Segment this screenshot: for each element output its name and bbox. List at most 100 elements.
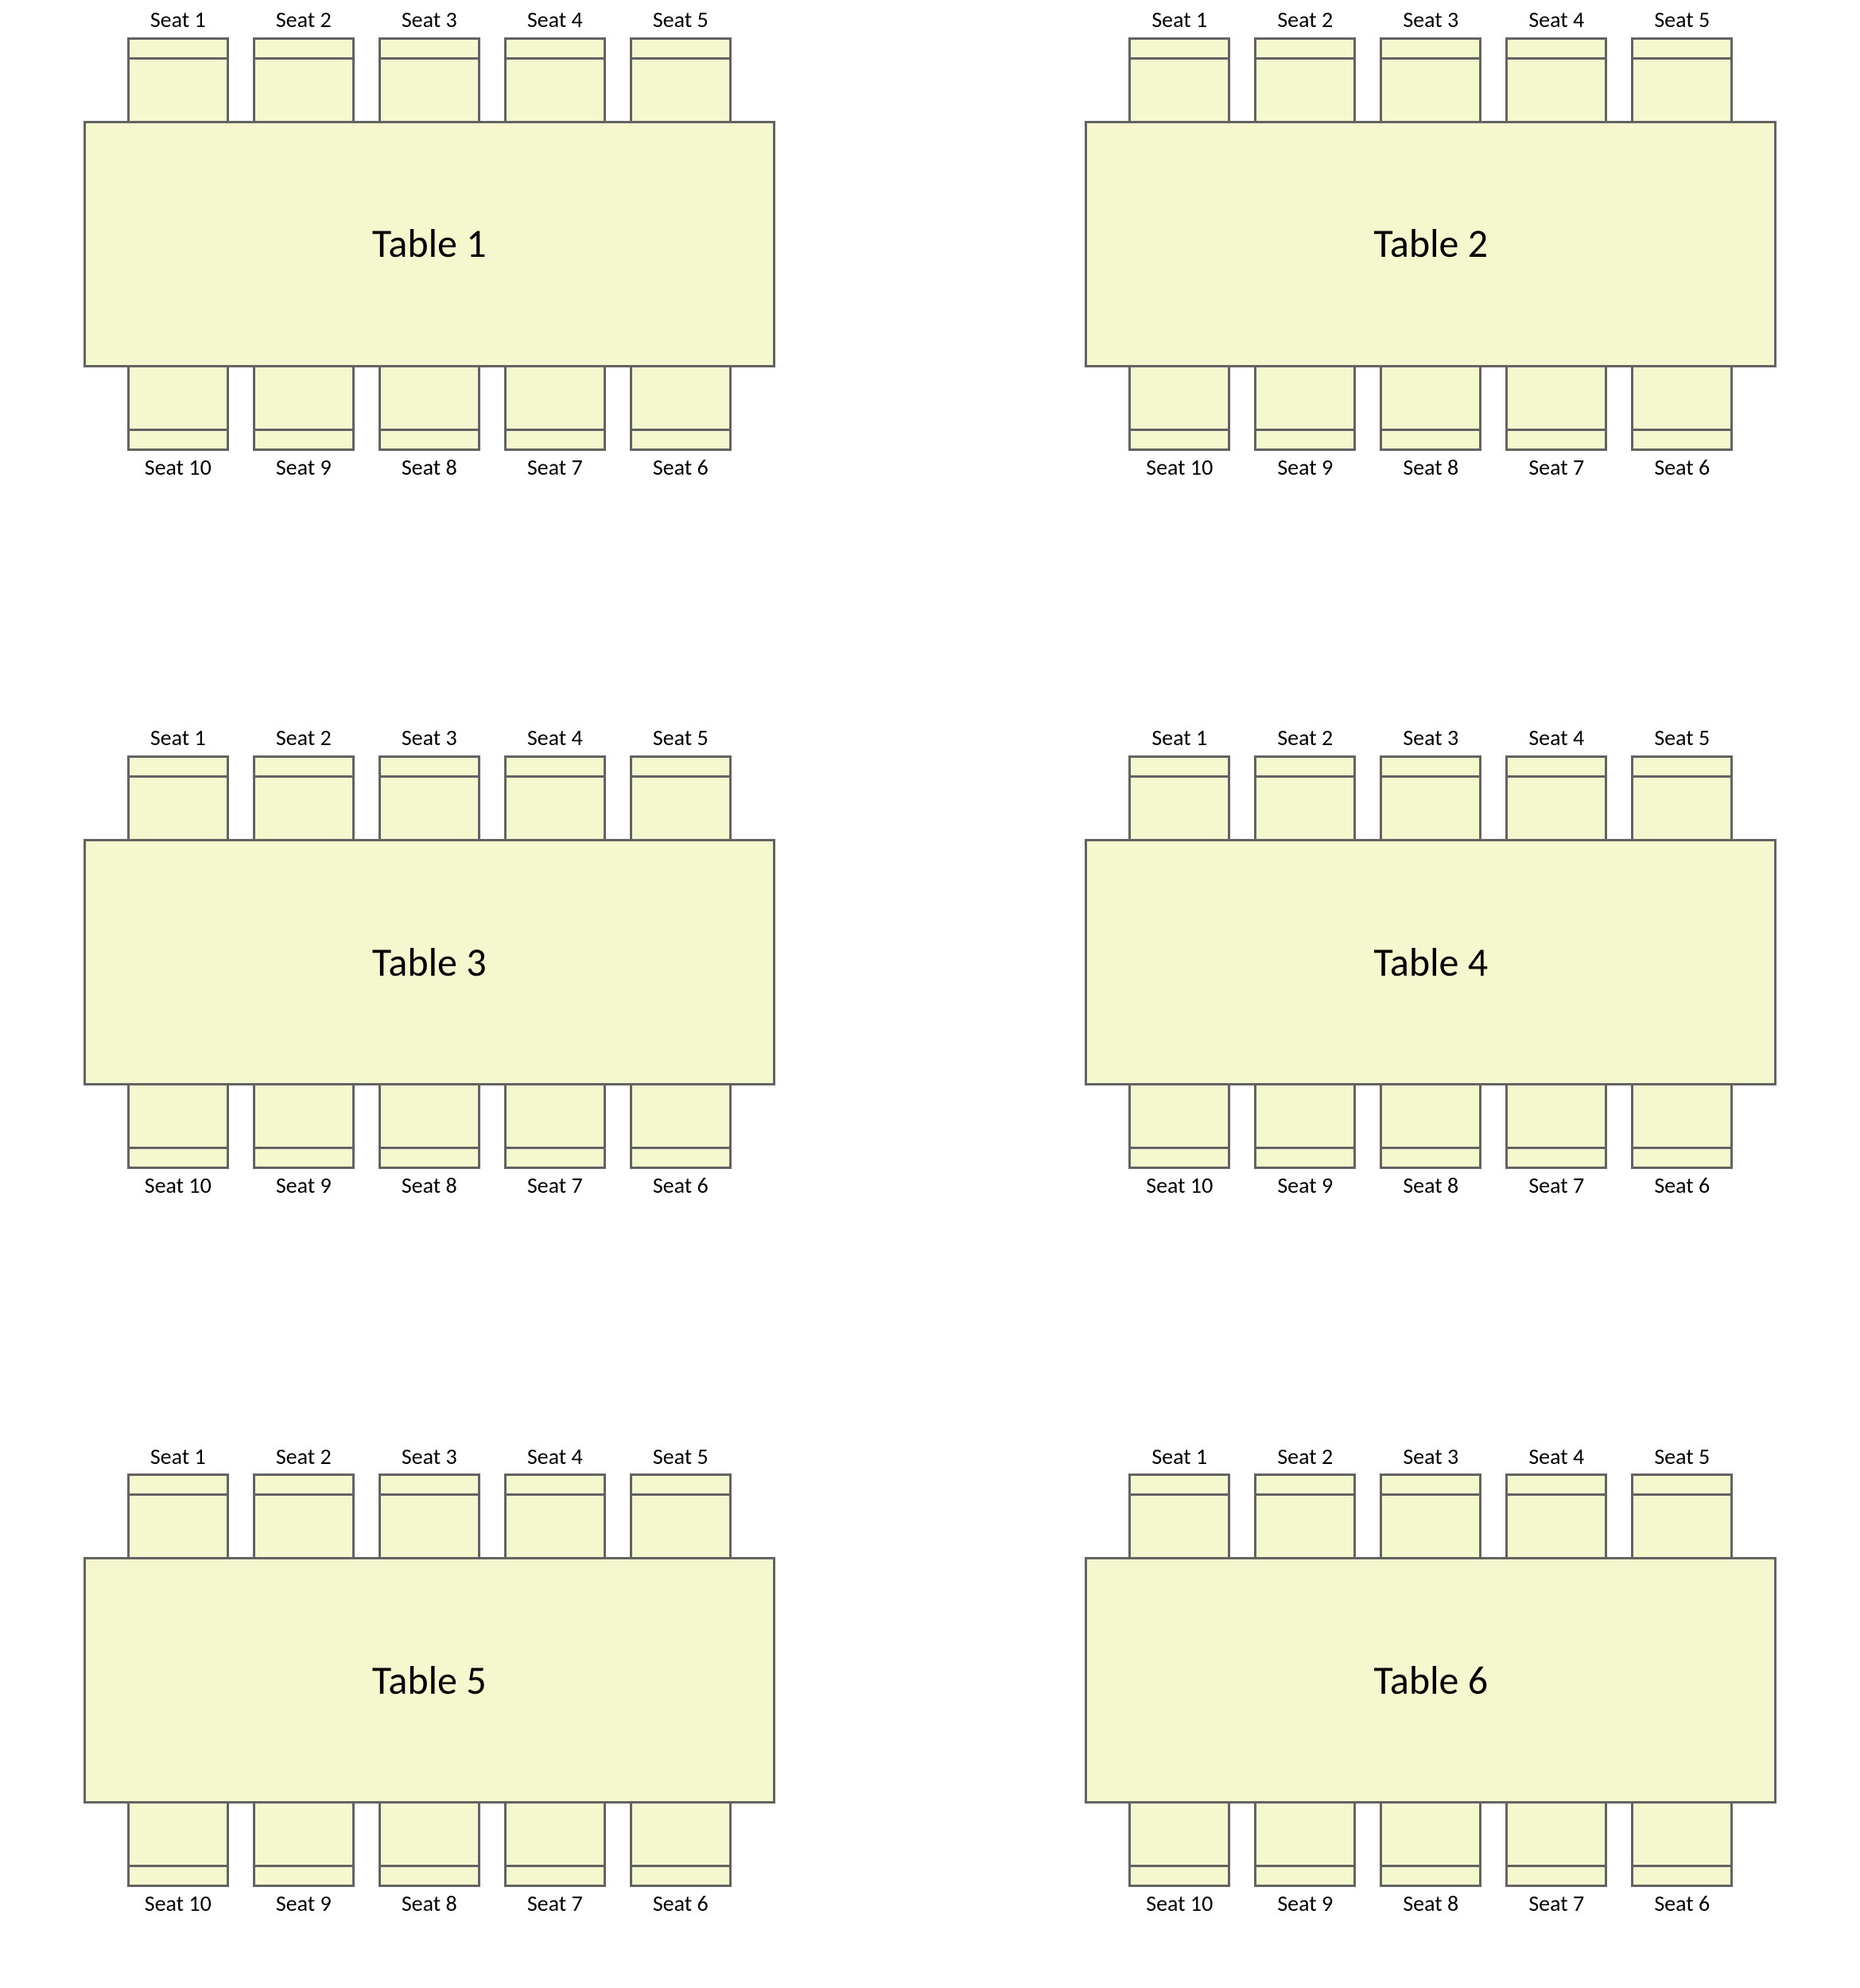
seat-cell: Seat 5 <box>1631 726 1733 841</box>
table-label: Table 1 <box>372 219 487 268</box>
seat-cell: Seat 5 <box>1631 8 1733 123</box>
seat-cell: Seat 3 <box>379 1445 480 1560</box>
chair-icon <box>1128 37 1230 123</box>
table-rect: Table 4 <box>1085 839 1777 1085</box>
seat-cell: Seat 8 <box>379 365 480 480</box>
chair-icon <box>630 1474 732 1559</box>
seat-cell: Seat 6 <box>1631 365 1733 480</box>
seat-label: Seat 1 <box>1151 1445 1207 1470</box>
seat-cell: Seat 8 <box>1380 1083 1481 1198</box>
top-seat-row: Seat 1 Seat 2 Seat 3 Seat 4 Seat 5 <box>127 726 732 841</box>
seat-cell: Seat 1 <box>1128 8 1230 123</box>
seat-label: Seat 9 <box>1277 456 1333 480</box>
seat-label: Seat 5 <box>653 726 709 751</box>
seat-label: Seat 5 <box>653 1445 709 1470</box>
chair-icon <box>1631 755 1733 841</box>
chair-icon <box>1254 37 1356 123</box>
chair-icon <box>379 365 480 451</box>
seat-cell: Seat 4 <box>1505 8 1607 123</box>
chair-icon <box>1380 37 1481 123</box>
seat-label: Seat 4 <box>1528 1445 1584 1470</box>
table-group-5: Seat 1 Seat 2 Seat 3 Seat 4 Seat 5 Table… <box>32 1445 827 1956</box>
seat-label: Seat 5 <box>653 8 709 33</box>
seat-label: Seat 2 <box>1277 726 1333 751</box>
seat-label: Seat 2 <box>1277 1445 1333 1470</box>
chair-icon <box>1505 1083 1607 1169</box>
chair-icon <box>504 365 606 451</box>
chair-icon <box>1254 1083 1356 1169</box>
seat-cell: Seat 6 <box>1631 1801 1733 1916</box>
chair-icon <box>1128 755 1230 841</box>
bottom-seat-row: Seat 10 Seat 9 Seat 8 Seat 7 Seat 6 <box>127 1801 732 1916</box>
seat-label: Seat 1 <box>150 1445 206 1470</box>
chair-icon <box>127 755 229 841</box>
seat-cell: Seat 2 <box>253 8 355 123</box>
seat-label: Seat 5 <box>1654 1445 1710 1470</box>
seat-cell: Seat 4 <box>504 8 606 123</box>
seat-cell: Seat 7 <box>504 365 606 480</box>
seat-cell: Seat 2 <box>253 726 355 841</box>
chair-icon <box>379 1474 480 1559</box>
seat-label: Seat 10 <box>1146 456 1213 480</box>
table-label: Table 6 <box>1373 1656 1488 1705</box>
table-label: Table 4 <box>1373 938 1488 987</box>
top-seat-row: Seat 1 Seat 2 Seat 3 Seat 4 Seat 5 <box>1128 8 1733 123</box>
chair-icon <box>1380 1474 1481 1559</box>
seat-label: Seat 7 <box>1528 1174 1584 1198</box>
seat-cell: Seat 9 <box>253 1801 355 1916</box>
chair-icon <box>1631 365 1733 451</box>
chair-icon <box>1380 755 1481 841</box>
seat-cell: Seat 8 <box>379 1083 480 1198</box>
table-rect: Table 3 <box>83 839 775 1085</box>
seat-cell: Seat 1 <box>1128 726 1230 841</box>
chair-icon <box>1631 37 1733 123</box>
chair-icon <box>1505 365 1607 451</box>
chair-icon <box>630 755 732 841</box>
seat-cell: Seat 10 <box>1128 365 1230 480</box>
seat-label: Seat 3 <box>402 1445 457 1470</box>
seat-cell: Seat 5 <box>630 1445 732 1560</box>
chair-icon <box>1254 1474 1356 1559</box>
seat-cell: Seat 6 <box>1631 1083 1733 1198</box>
seat-label: Seat 3 <box>1403 1445 1458 1470</box>
seat-label: Seat 1 <box>1151 8 1207 33</box>
chair-icon <box>1505 1474 1607 1559</box>
table-rect: Table 2 <box>1085 121 1777 367</box>
seat-cell: Seat 2 <box>1254 1445 1356 1560</box>
seat-label: Seat 3 <box>402 8 457 33</box>
seat-cell: Seat 10 <box>127 1083 229 1198</box>
chair-icon <box>630 37 732 123</box>
chair-icon <box>1631 1083 1733 1169</box>
chair-icon <box>253 37 355 123</box>
seat-label: Seat 2 <box>1277 8 1333 33</box>
bottom-seat-row: Seat 10 Seat 9 Seat 8 Seat 7 Seat 6 <box>127 1083 732 1198</box>
chair-icon <box>504 755 606 841</box>
chair-icon <box>253 1474 355 1559</box>
seat-label: Seat 9 <box>1277 1892 1333 1916</box>
seat-cell: Seat 4 <box>504 726 606 841</box>
chair-icon <box>504 1801 606 1887</box>
seat-cell: Seat 1 <box>127 1445 229 1560</box>
table-label: Table 3 <box>372 938 487 987</box>
table-rect: Table 1 <box>83 121 775 367</box>
seat-label: Seat 3 <box>402 726 457 751</box>
seat-label: Seat 4 <box>527 1445 583 1470</box>
seat-label: Seat 7 <box>1528 456 1584 480</box>
chair-icon <box>253 365 355 451</box>
seat-label: Seat 4 <box>527 8 583 33</box>
seat-label: Seat 6 <box>653 456 709 480</box>
seat-cell: Seat 10 <box>1128 1083 1230 1198</box>
seat-label: Seat 7 <box>527 1892 583 1916</box>
top-seat-row: Seat 1 Seat 2 Seat 3 Seat 4 Seat 5 <box>127 1445 732 1560</box>
seat-label: Seat 1 <box>1151 726 1207 751</box>
seat-cell: Seat 1 <box>127 8 229 123</box>
seat-cell: Seat 5 <box>630 8 732 123</box>
seat-label: Seat 7 <box>527 1174 583 1198</box>
seat-cell: Seat 3 <box>379 8 480 123</box>
seat-cell: Seat 2 <box>1254 8 1356 123</box>
chair-icon <box>127 37 229 123</box>
seat-label: Seat 8 <box>402 1174 457 1198</box>
bottom-seat-row: Seat 10 Seat 9 Seat 8 Seat 7 Seat 6 <box>1128 365 1733 480</box>
seat-label: Seat 8 <box>402 456 457 480</box>
seat-cell: Seat 6 <box>630 1083 732 1198</box>
